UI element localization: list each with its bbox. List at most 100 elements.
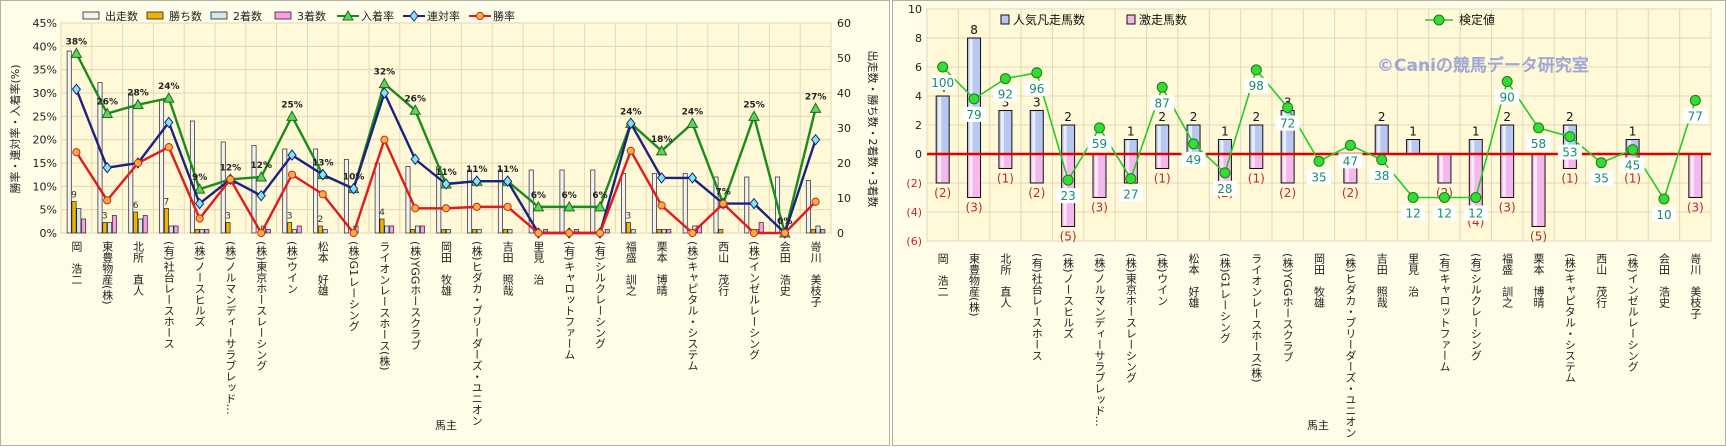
place-rate-label: 24% <box>682 107 704 117</box>
test-value-label: 12 <box>1468 207 1483 221</box>
x-category-label: 岡 浩二 <box>70 241 83 285</box>
upset-count-label: (2) <box>1028 186 1045 200</box>
legend-swatch-人気凡走馬数 <box>1000 14 1010 25</box>
bar-勝ち数 <box>810 229 816 234</box>
x-category-label: (有)社台レースホース <box>162 241 175 349</box>
popular-loss-label: 1 <box>1629 125 1637 139</box>
bar-3着数 <box>204 229 210 234</box>
point-入着率 <box>655 144 668 156</box>
bar-3着数 <box>758 222 764 234</box>
bar-highlight <box>969 155 973 197</box>
x-category-label: ライオンレースホース(株) <box>1250 253 1263 383</box>
x-category-label: 嵜川 美枝子 <box>1689 253 1702 319</box>
point-勝率 <box>103 196 112 205</box>
point-入着率 <box>563 200 576 212</box>
test-value-label: 59 <box>1092 137 1107 151</box>
point-連対率 <box>472 175 482 188</box>
value-label-box <box>1526 135 1551 151</box>
point-連対率 <box>102 161 112 174</box>
bar-勝ち数 <box>287 222 293 234</box>
bar-highlight <box>1157 155 1161 168</box>
bar-出走数 <box>651 173 657 234</box>
point-検定値 <box>1689 94 1701 106</box>
value-label-box <box>1087 135 1112 151</box>
x-category-label: 東豊物産(株) <box>968 253 981 317</box>
x-category-label: (株)インゼルレーシング <box>748 241 761 360</box>
bar-2着数 <box>661 229 667 234</box>
bar-3着数 <box>419 225 425 234</box>
bar-人気凡走馬数 <box>1374 124 1389 155</box>
test-value-label: 10 <box>1656 208 1671 222</box>
upset-count-label: (1) <box>1248 172 1265 186</box>
popular-loss-label: 1 <box>1472 125 1480 139</box>
y-tick-label: 40% <box>33 40 57 53</box>
point-勝率 <box>534 228 543 238</box>
bar-勝ち数 <box>410 229 416 234</box>
value-label-box <box>1150 95 1175 111</box>
point-勝率 <box>780 228 789 238</box>
point-検定値 <box>1564 131 1576 143</box>
test-value-label: 12 <box>1437 207 1452 221</box>
value-label-box <box>1181 151 1206 167</box>
x-category-label: (株)ヒダカ・ブリーダーズ・ユニオン <box>470 241 483 426</box>
point-検定値 <box>1219 167 1231 179</box>
point-検定値 <box>1627 144 1639 156</box>
point-検定値 <box>1470 192 1482 203</box>
bar-人気凡走馬数 <box>1029 110 1044 155</box>
x-category-label: (株)キャピタル・システム <box>1563 253 1576 383</box>
bar-勝ち数 <box>163 208 169 234</box>
popular-loss-label: 2 <box>1252 110 1260 124</box>
bar-3着数 <box>265 229 271 234</box>
y2-tick-label: 20 <box>837 157 851 170</box>
x-category-label: (有)シルクレーシング <box>594 241 607 349</box>
owner-performance-chart-panel: 0% 5% 10% 15% 20% 25% 30% 35% 40% 45% 0 10 20 30 40 50 6… <box>0 0 890 446</box>
bar-出走数 <box>497 169 503 234</box>
value-label-box <box>1557 144 1582 160</box>
owner-upset-chart-panel: (6)(4)(2)024681048332122123211221(2)(3)(… <box>892 0 1726 446</box>
point-連対率 <box>194 197 205 210</box>
point-勝率 <box>657 201 666 210</box>
y-tick-label: 25% <box>33 110 57 123</box>
y2-axis-title: 出走数・勝ち数・2着数・3着数 <box>866 51 880 208</box>
y-tick-label: 2 <box>915 119 922 132</box>
legend-label: 人気凡走馬数 <box>1013 12 1085 27</box>
win-count-label: 3 <box>626 212 632 222</box>
point-検定値 <box>1282 102 1294 114</box>
point-勝率 <box>472 202 481 211</box>
bar-人気凡走馬数 <box>935 95 950 155</box>
bar-出走数 <box>590 169 596 234</box>
bar-3着数 <box>604 229 610 234</box>
value-label-box <box>1432 205 1457 221</box>
legend-label: 2着数 <box>233 9 262 23</box>
point-勝率 <box>441 204 451 213</box>
value-label-box <box>1056 188 1081 204</box>
upset-count-label: (2) <box>934 186 951 200</box>
place-rate-label: 12% <box>250 161 272 171</box>
win-count-label: 3 <box>287 212 293 222</box>
point-勝率 <box>688 228 697 238</box>
x-category-label: (有)社台レースホース <box>1030 253 1043 361</box>
upset-count-label: (5) <box>1060 230 1077 244</box>
bar-highlight <box>1283 111 1287 153</box>
x-category-label: (株)ノルマンディーサラブレッド… <box>1093 253 1106 427</box>
value-label-box <box>1244 77 1269 93</box>
bar-勝ち数 <box>502 229 508 234</box>
point-勝率 <box>626 146 635 155</box>
bar-人気凡走馬数 <box>1500 124 1515 155</box>
bar-highlight <box>1502 155 1506 197</box>
point-検定値 <box>968 93 980 105</box>
upset-count-label: (3) <box>1687 201 1704 215</box>
bar-人気凡走馬数 <box>1468 139 1483 155</box>
x-category-label: 北所 直人 <box>132 241 145 296</box>
bar-勝ち数 <box>625 222 631 234</box>
x-category-label: 栗本 博晴 <box>1532 253 1545 308</box>
point-入着率 <box>809 102 822 113</box>
y-tick-label: 0 <box>915 148 922 161</box>
legend-label: 激走馬数 <box>1139 12 1187 27</box>
test-value-label: 27 <box>1123 188 1138 202</box>
bar-勝ち数 <box>225 222 231 234</box>
bar-3着数 <box>666 229 672 234</box>
x-category-label: (株)ウイン <box>1156 253 1169 306</box>
upset-count-label: (5) <box>1530 230 1547 244</box>
